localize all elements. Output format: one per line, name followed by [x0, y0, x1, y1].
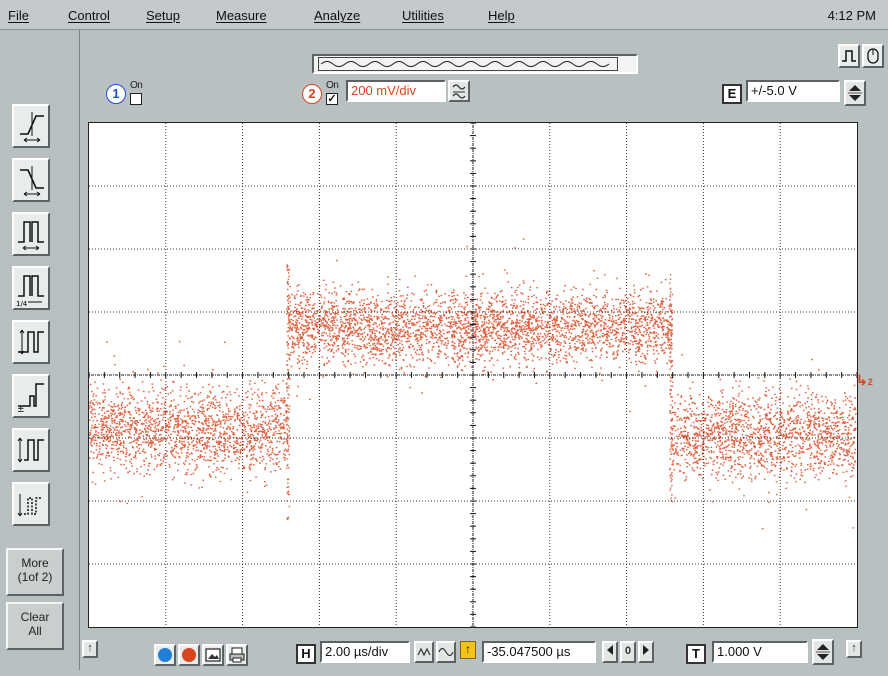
- clear-all-label: All: [28, 624, 42, 638]
- channel-1-on-label: On: [130, 80, 143, 91]
- more-label: More: [21, 556, 49, 570]
- more-page-label: (1of 2): [17, 570, 53, 584]
- menu-control[interactable]: Control: [68, 8, 110, 23]
- image-icon: [205, 648, 221, 662]
- pulse-width-trigger-icon: [18, 221, 44, 251]
- coupling-icon: [452, 84, 466, 99]
- delay-reference-button[interactable]: ↑: [460, 641, 476, 659]
- pulse-width-fraction-trigger-button[interactable]: 1/4: [12, 266, 50, 310]
- glitch-trigger-button[interactable]: [12, 320, 50, 364]
- memory-bar[interactable]: [312, 54, 638, 74]
- menu-analyze[interactable]: Analyze: [314, 8, 361, 23]
- print-button[interactable]: [226, 644, 248, 666]
- horizontal-label: H: [296, 644, 316, 664]
- menu-help[interactable]: Help: [488, 8, 515, 23]
- edge-falling-trigger-icon: [20, 166, 44, 197]
- trigger-toolbar: 1/4 ± More (1of 2) Clear All: [0, 30, 80, 670]
- grid-lines: [89, 123, 857, 627]
- clock: 4:12 PM: [827, 8, 876, 23]
- edge-rising-trigger-icon: [20, 112, 44, 143]
- svg-text:±: ±: [17, 405, 25, 415]
- wave-icon: [438, 647, 454, 657]
- channel-2-coupling-button[interactable]: [448, 80, 470, 102]
- red-circle-icon: [182, 648, 196, 662]
- waveform-display[interactable]: [88, 122, 858, 628]
- clear-all-button[interactable]: Clear All: [6, 602, 64, 650]
- pattern-trigger-button[interactable]: [12, 428, 50, 472]
- external-range-spinner[interactable]: [844, 80, 866, 106]
- delay-field[interactable]: -35.047500 µs: [482, 641, 596, 663]
- channel-2-on-label: On: [326, 80, 339, 91]
- menu-bar: File Control Setup Measure Analyze Utili…: [0, 0, 888, 30]
- timebase-scale-field[interactable]: 2.00 µs/div: [320, 641, 410, 663]
- window-trigger-icon: [17, 494, 42, 517]
- mouse-icon: [867, 48, 879, 64]
- more-button[interactable]: More (1of 2): [6, 548, 64, 596]
- external-range-field[interactable]: +/-5.0 V: [746, 80, 840, 102]
- trigger-level-field[interactable]: 1.000 V: [712, 641, 808, 663]
- memory-bar-window: [318, 57, 618, 71]
- trigger-level-spinner[interactable]: [812, 639, 834, 665]
- svg-text:1/4: 1/4: [16, 300, 28, 308]
- bottom-right-marker-button[interactable]: ↑: [846, 640, 862, 658]
- channel-1-color-button[interactable]: [154, 644, 176, 666]
- edge-rising-trigger-button[interactable]: [12, 104, 50, 148]
- roll-icon: [417, 647, 431, 657]
- blue-circle-icon: [158, 648, 172, 662]
- delay-zero-button[interactable]: 0: [620, 641, 636, 663]
- delay-left-button[interactable]: [602, 641, 618, 663]
- channel-1-on-checkbox[interactable]: [130, 93, 142, 105]
- trigger-label: T: [686, 644, 706, 664]
- edge-falling-trigger-button[interactable]: [12, 158, 50, 202]
- trigger-level-marker[interactable]: ↳2: [856, 372, 873, 389]
- pulse-mode-button[interactable]: [838, 44, 860, 68]
- spinner-icon: [816, 644, 830, 660]
- pulse-width-fraction-trigger-icon: 1/4: [16, 275, 44, 308]
- marker-up-icon: ↑: [851, 642, 857, 654]
- runt-trigger-button[interactable]: ±: [12, 374, 50, 418]
- trigger-arrow-icon: ↳: [856, 372, 868, 388]
- clear-label: Clear: [20, 610, 50, 624]
- channel-2-on-checkbox[interactable]: ✓: [326, 93, 338, 105]
- external-label: E: [722, 84, 742, 104]
- menu-setup[interactable]: Setup: [146, 8, 180, 23]
- save-image-button[interactable]: [202, 644, 224, 666]
- pulse-icon: [842, 50, 856, 62]
- menu-utilities[interactable]: Utilities: [402, 8, 444, 23]
- trigger-marker-channel: 2: [867, 377, 873, 387]
- channel-2-number[interactable]: 2: [302, 84, 322, 104]
- timebase-vernier-button[interactable]: [436, 641, 456, 663]
- delay-up-icon: ↑: [465, 642, 471, 656]
- spinner-icon: [848, 85, 862, 101]
- marker-up-icon: ↑: [87, 642, 93, 654]
- printer-icon: [229, 647, 245, 663]
- glitch-trigger-icon: [18, 329, 44, 355]
- delay-right-button[interactable]: [638, 641, 654, 663]
- waveform-overview-icon: [320, 61, 610, 67]
- menu-file[interactable]: File: [8, 8, 29, 23]
- mouse-mode-button[interactable]: [862, 44, 884, 68]
- pattern-trigger-icon: [17, 437, 44, 463]
- runt-trigger-icon: ±: [17, 383, 44, 415]
- channel-2-scale-field[interactable]: 200 mV/div: [346, 80, 446, 102]
- timebase-mode-button[interactable]: [414, 641, 434, 663]
- left-arrow-icon: [607, 645, 613, 655]
- window-trigger-button[interactable]: [12, 482, 50, 526]
- channel-1-number[interactable]: 1: [106, 84, 126, 104]
- menu-measure[interactable]: Measure: [216, 8, 267, 23]
- channel-2-color-button[interactable]: [178, 644, 200, 666]
- graticule: [89, 123, 857, 627]
- bottom-left-marker-button[interactable]: ↑: [82, 640, 98, 658]
- right-arrow-icon: [643, 645, 649, 655]
- pulse-width-trigger-button[interactable]: [12, 212, 50, 256]
